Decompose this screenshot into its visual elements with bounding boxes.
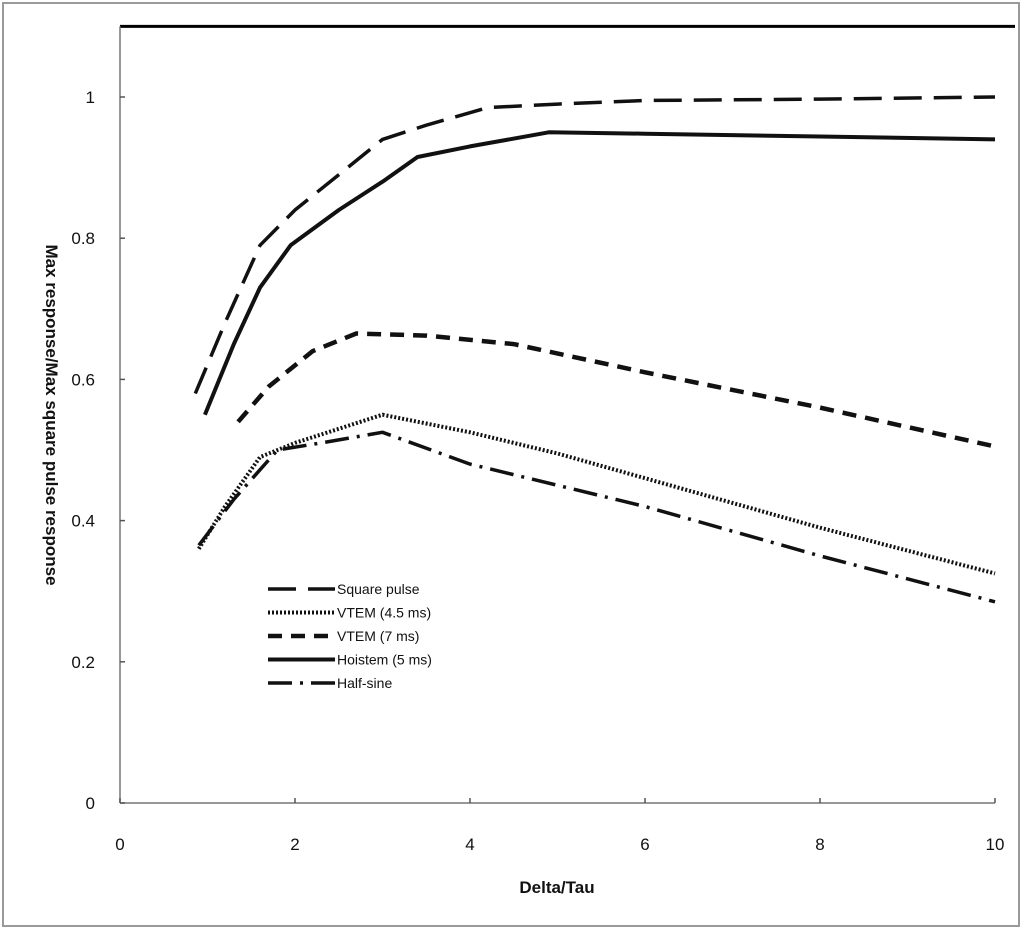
legend-label: Square pulse: [337, 581, 420, 597]
y-axis-label: Max response/Max square pulse response: [42, 244, 61, 585]
series-line: [193, 95, 996, 395]
x-tick-label: 8: [815, 835, 824, 854]
series-line: [197, 412, 996, 576]
legend-label: Half-sine: [337, 675, 392, 691]
x-tick-label: 6: [640, 835, 649, 854]
legend-label: VTEM (4.5 ms): [337, 605, 431, 621]
y-tick-label: 0.4: [71, 512, 95, 531]
x-tick-label: 2: [290, 835, 299, 854]
x-tick-label: 0: [115, 835, 124, 854]
axes: 00.20.40.60.810 2 4 6 8 10: [71, 24, 1015, 854]
series-line: [197, 430, 996, 604]
legend: Square pulse VTEM (4.5 ms) VTEM (7 ms) Hois…: [268, 581, 432, 691]
y-tick-label: 0.6: [71, 370, 95, 389]
series-line: [203, 130, 996, 416]
y-tick-label: 1: [86, 88, 95, 107]
series-line: [236, 331, 996, 449]
y-tick-label: 0: [86, 794, 95, 813]
legend-label: VTEM (7 ms): [337, 628, 419, 644]
y-tick-label: 0.2: [71, 653, 95, 672]
x-tick-label: 10: [986, 835, 1005, 854]
legend-label: Hoistem (5 ms): [337, 652, 432, 668]
series-lines: [193, 95, 996, 604]
x-axis-label: Delta/Tau: [519, 878, 594, 897]
y-tick-label: 0.8: [71, 229, 95, 248]
x-tick-label: 4: [465, 835, 474, 854]
